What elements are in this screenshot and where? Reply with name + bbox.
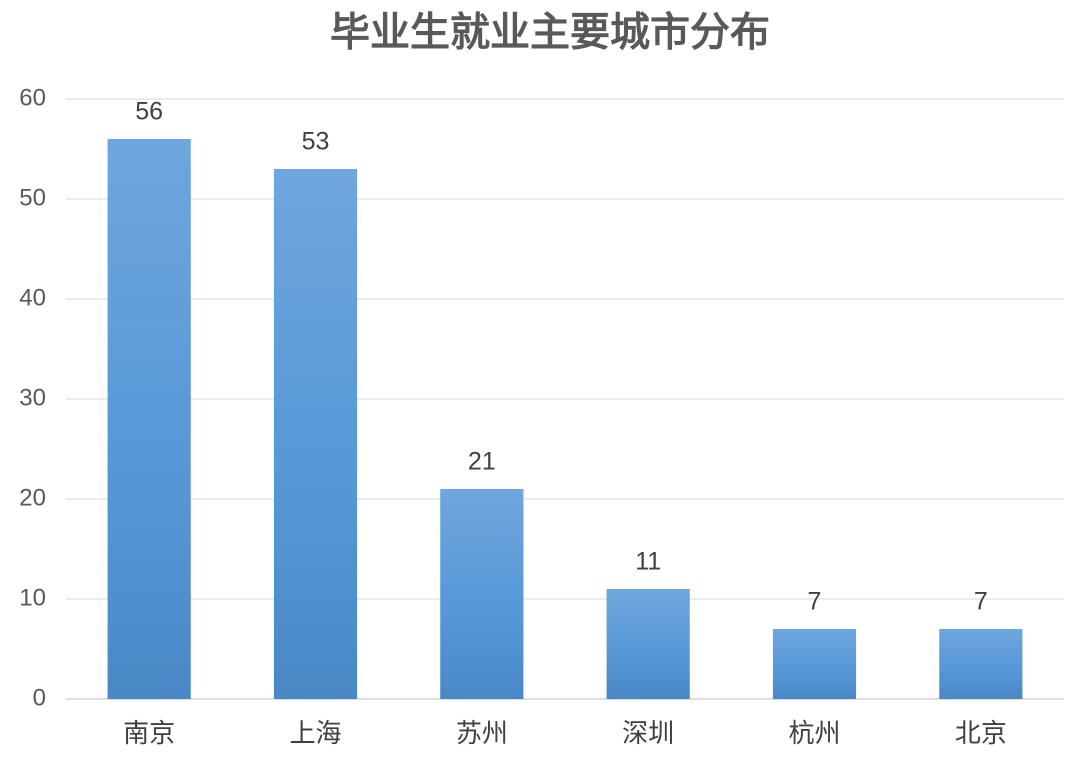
bar-shade (939, 629, 1023, 699)
value-label: 7 (808, 588, 822, 616)
y-tick-label: 0 (33, 684, 46, 711)
x-tick-label: 杭州 (788, 718, 840, 748)
bar-shade (440, 489, 524, 699)
x-tick-label: 深圳 (622, 718, 674, 748)
value-label: 56 (135, 98, 163, 126)
bar-shade (772, 629, 857, 699)
bar-shade (273, 169, 358, 699)
y-tick-label: 20 (19, 484, 46, 511)
y-tick-label: 50 (19, 184, 46, 211)
bar-shade (107, 139, 191, 699)
value-label: 53 (302, 128, 330, 156)
value-label: 7 (974, 588, 988, 616)
y-tick-label: 10 (19, 584, 46, 611)
x-tick-label: 苏州 (456, 718, 508, 748)
y-tick-label: 30 (19, 384, 46, 411)
x-tick-label: 上海 (289, 718, 341, 748)
y-tick-label: 60 (19, 84, 46, 111)
y-tick-label: 40 (19, 284, 46, 311)
x-tick-label: 南京 (123, 718, 175, 748)
chart-title: 毕业生就业主要城市分布 (330, 11, 770, 55)
value-label: 21 (468, 448, 496, 476)
value-label: 11 (635, 548, 661, 576)
x-tick-label: 北京 (955, 718, 1007, 748)
bar-shade (606, 589, 690, 699)
